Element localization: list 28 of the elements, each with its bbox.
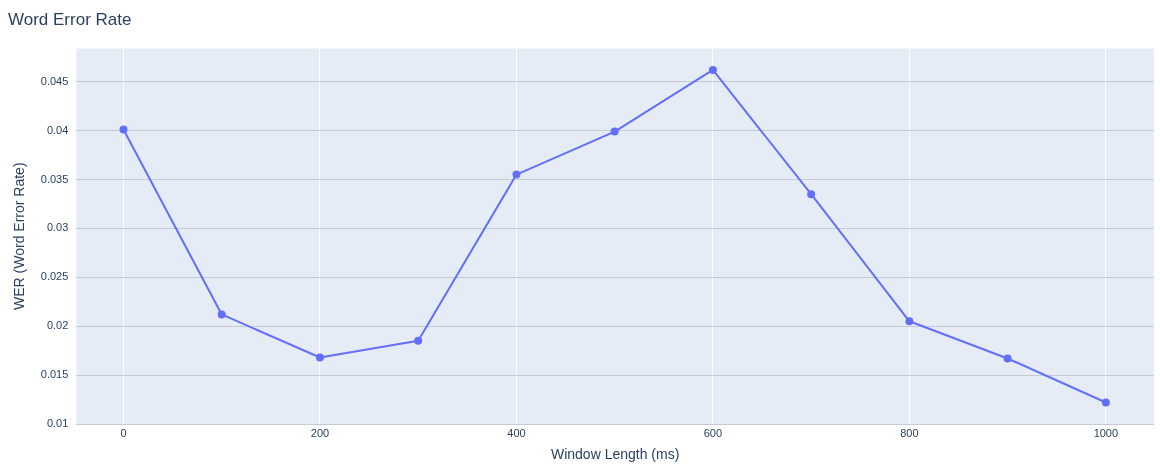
point [1101,398,1110,407]
point [905,317,914,326]
x-axis-title: Window Length (ms) [550,446,680,463]
y-tick-label: 0.015 [40,368,69,381]
point [217,310,226,319]
point [1003,354,1012,363]
x-tick-label: 200 [310,426,330,439]
point [512,170,521,179]
y-tick-label: 0.025 [40,270,69,283]
y-tick-label: 0.04 [46,123,69,136]
y-tick-label: 0.02 [46,319,69,332]
y-axis-title: WER (Word Error Rate) [11,162,28,310]
point [315,353,324,362]
point [119,125,128,134]
x-tick-label: 1000 [1093,426,1119,439]
x-tick-label: 0 [120,426,127,439]
y-tick-label: 0.03 [46,221,69,234]
point [807,190,816,199]
x-tick-label: 400 [507,426,526,439]
y-tick-label: 0.01 [46,417,69,430]
point [610,127,619,136]
y-tick-label: 0.035 [40,172,69,185]
x-tick-label: 800 [900,426,919,439]
y-tick-label: 0.045 [40,74,69,87]
point [708,65,717,74]
point [414,336,423,345]
chart-title: Word Error Rate [8,9,132,29]
x-tick-label: 600 [703,426,723,439]
